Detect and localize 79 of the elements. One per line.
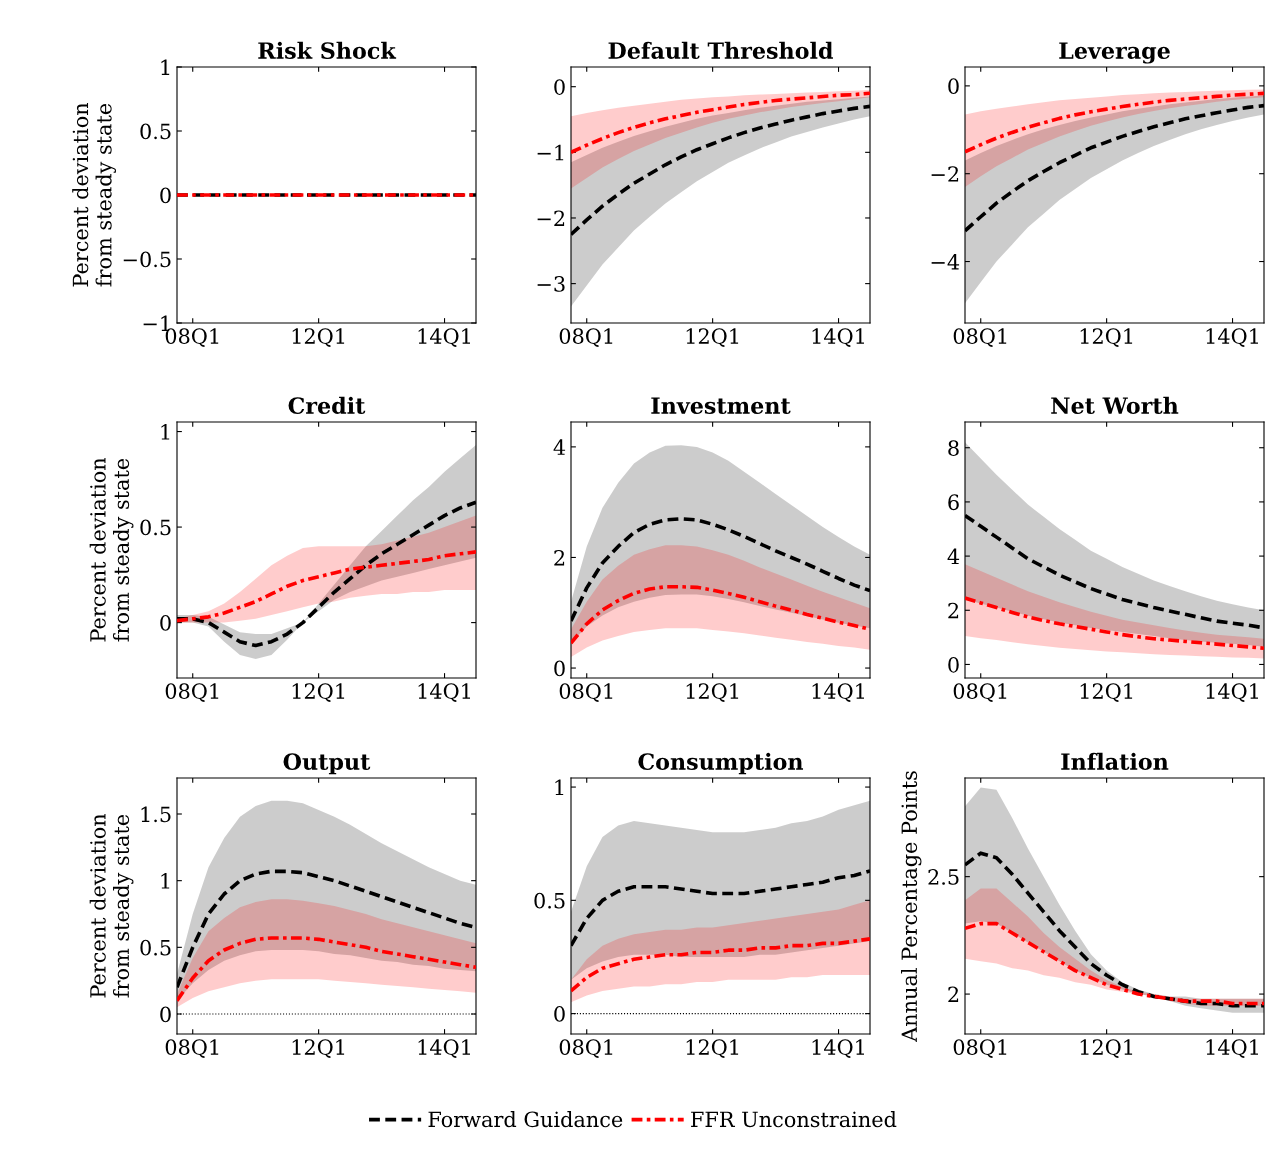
y-tick-label: 1	[161, 59, 170, 75]
y-tick-label: 0	[160, 1006, 171, 1023]
line-series	[177, 550, 476, 623]
line-series	[571, 91, 870, 155]
y-axis-title: Percent deviation from steady state	[89, 457, 134, 642]
line-series	[571, 937, 870, 993]
chart-title: Credit	[288, 396, 366, 414]
x-tick-label: 08Q1	[559, 683, 613, 703]
x-tick-label: 14Q1	[1206, 1039, 1258, 1059]
legend-label: Forward Guidance	[428, 1111, 623, 1128]
x-tick-label: 12Q1	[292, 328, 345, 348]
y-tick-label: 1	[555, 779, 564, 795]
y-tick-label: 1.5	[141, 806, 171, 823]
x-tick-label: 12Q1	[1080, 683, 1133, 703]
x-tick-label: 12Q1	[686, 328, 739, 348]
chart-title: Output	[283, 753, 371, 775]
y-axis-title: Annual Percentage Points	[900, 771, 922, 1042]
x-tick-label: 08Q1	[165, 1039, 219, 1059]
x-tick-label: 14Q1	[812, 1039, 864, 1059]
x-tick-label: 08Q1	[953, 1039, 1007, 1059]
x-tick-label: 14Q1	[418, 1039, 470, 1059]
y-tick-label: 0	[160, 615, 171, 631]
line-series	[965, 596, 1264, 651]
y-axis-title: Percent deviation from steady state	[72, 102, 116, 287]
y-tick-label: 4	[947, 548, 960, 565]
chart-title: Net Worth	[1051, 396, 1179, 414]
y-tick-label: 0	[160, 187, 171, 204]
chart-title: Default Threshold	[608, 41, 833, 59]
y-tick-label: −4	[931, 253, 960, 270]
y-tick-label: 0	[554, 1006, 565, 1022]
chart-title: Leverage	[1059, 42, 1170, 64]
x-tick-label: 12Q1	[686, 1039, 739, 1059]
x-tick-label: 14Q1	[418, 683, 470, 703]
y-tick-label: 0.5	[140, 123, 171, 140]
y-tick-label: 2	[948, 602, 959, 619]
x-tick-label: 08Q1	[559, 1039, 613, 1059]
line-series	[965, 921, 1264, 1006]
y-tick-label: 4	[553, 439, 566, 455]
line-series	[965, 91, 1264, 154]
y-tick-label: 1	[161, 424, 170, 440]
x-tick-label: 14Q1	[812, 328, 864, 348]
y-tick-label: 6	[948, 494, 959, 511]
line-series	[177, 936, 476, 1003]
x-tick-label: 14Q1	[418, 328, 470, 348]
y-tick-label: 0.5	[534, 892, 565, 909]
y-tick-label: 1	[161, 873, 170, 889]
x-tick-label: 14Q1	[812, 683, 864, 703]
y-tick-label: 0	[948, 78, 959, 95]
y-tick-label: −3	[537, 276, 565, 292]
y-tick-label: −2	[931, 166, 959, 182]
chart-title: Consumption	[638, 752, 804, 775]
y-tick-label: 2	[948, 986, 959, 1002]
y-tick-label: −0.5	[123, 251, 171, 268]
x-tick-label: 08Q1	[953, 328, 1007, 348]
y-axis-title: Percent deviation from steady state	[89, 813, 134, 998]
y-tick-label: −2	[537, 210, 565, 226]
x-tick-label: 12Q1	[1080, 328, 1133, 348]
x-tick-label: 12Q1	[686, 683, 739, 703]
y-tick-label: 0	[554, 660, 565, 677]
x-tick-label: 14Q1	[1206, 683, 1258, 703]
x-tick-label: 08Q1	[165, 683, 219, 703]
y-tick-label: −1	[537, 144, 564, 161]
y-tick-label: 8	[948, 440, 959, 456]
x-tick-label: 08Q1	[559, 328, 613, 348]
y-tick-label: 0	[554, 79, 565, 95]
x-tick-label: 12Q1	[1080, 1039, 1133, 1059]
chart-title: Investment	[651, 397, 791, 414]
y-tick-label: 0	[948, 656, 959, 673]
x-tick-label: 12Q1	[292, 683, 345, 703]
x-tick-label: 14Q1	[1206, 328, 1258, 348]
chart-title: Inflation	[1061, 752, 1169, 770]
y-tick-label: 2.5	[928, 869, 959, 885]
y-tick-label: 0.5	[140, 939, 171, 956]
x-tick-label: 12Q1	[292, 1039, 345, 1059]
legend-label: FFR Unconstrained	[691, 1111, 897, 1128]
y-tick-label: 2	[554, 549, 565, 566]
y-tick-label: 0.5	[140, 519, 171, 536]
x-tick-label: 08Q1	[953, 683, 1007, 703]
chart-title: Risk Shock	[258, 41, 397, 59]
